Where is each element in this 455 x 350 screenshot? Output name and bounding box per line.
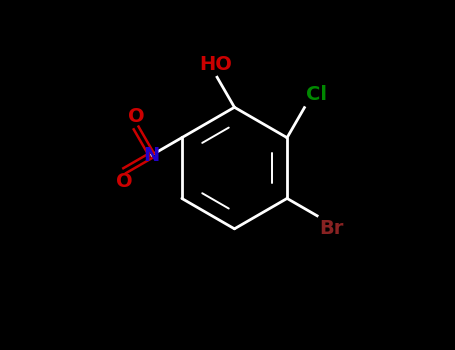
Text: O: O: [128, 107, 144, 126]
Text: Cl: Cl: [306, 85, 327, 104]
Text: HO: HO: [199, 55, 232, 74]
Text: Br: Br: [319, 219, 343, 238]
Text: N: N: [144, 146, 160, 164]
Text: O: O: [116, 173, 133, 191]
